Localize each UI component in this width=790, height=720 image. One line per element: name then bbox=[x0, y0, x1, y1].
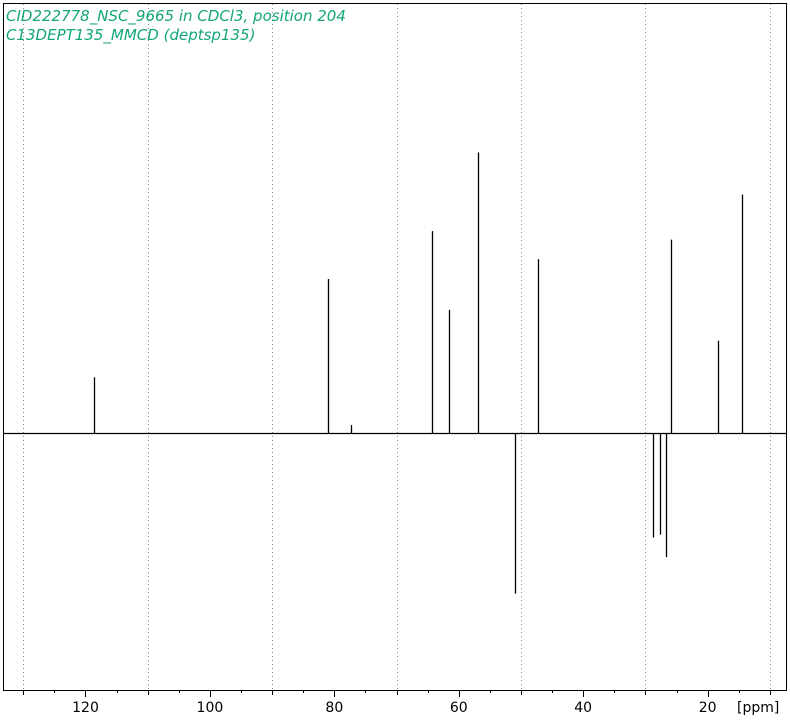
x-tick-label: 80 bbox=[325, 700, 343, 716]
x-axis: 120 100 80 60 40 20 bbox=[23, 690, 771, 716]
x-tick-label: 40 bbox=[574, 700, 592, 716]
spectrum-title: CID222778_NSC_9665 in CDCl3, position 20… bbox=[6, 7, 346, 26]
x-tick-label: 120 bbox=[72, 700, 99, 716]
peak-series bbox=[93, 152, 744, 594]
plot-frame bbox=[3, 3, 787, 691]
x-tick-label: 60 bbox=[450, 700, 468, 716]
experiment-subtitle: C13DEPT135_MMCD (deptsp135) bbox=[6, 26, 255, 45]
x-tick-label: 100 bbox=[197, 700, 224, 716]
x-tick-label: 20 bbox=[699, 700, 717, 716]
x-axis-unit-label: [ppm] bbox=[737, 700, 779, 716]
